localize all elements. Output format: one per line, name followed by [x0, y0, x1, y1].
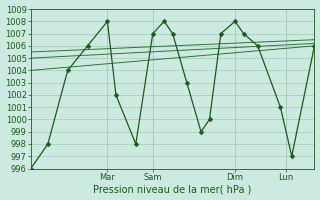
X-axis label: Pression niveau de la mer( hPa ): Pression niveau de la mer( hPa ): [93, 184, 252, 194]
